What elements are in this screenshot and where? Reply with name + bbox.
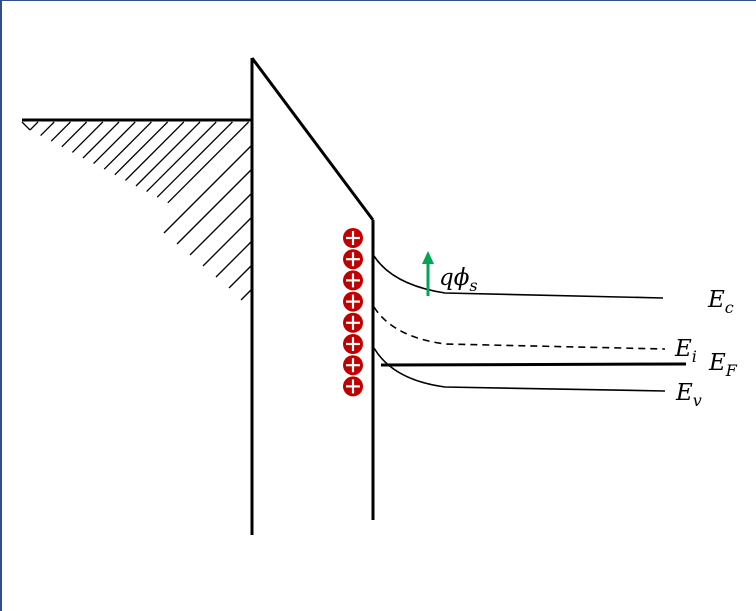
hatch-line: [163, 145, 252, 234]
hatch-line: [114, 121, 169, 176]
conduction-band-curve: [373, 255, 664, 299]
hatch-line: [202, 217, 252, 267]
surface-potential-arrow: [422, 251, 434, 296]
hatch-line: [135, 121, 201, 187]
positive-charge: [343, 249, 363, 270]
intrinsic-level-label: Ei: [674, 336, 697, 366]
fermi-level-line: [380, 362, 687, 367]
hatch-line: [228, 265, 252, 289]
oxide-conduction-band: [250, 57, 375, 221]
hatch-line: [167, 121, 250, 204]
hatch-line: [176, 169, 252, 245]
hatch-line: [82, 121, 120, 159]
hatch-line: [103, 121, 152, 170]
hatch-line: [93, 121, 136, 165]
hatch-line: [71, 121, 104, 153]
valence-band-label: Ev: [675, 380, 702, 410]
positive-charge: [343, 376, 363, 397]
positive-charge: [343, 334, 363, 354]
hatch-line: [240, 289, 252, 301]
hatch-line: [189, 193, 252, 256]
intrinsic-level-curve: [373, 306, 666, 350]
hatch-line: [146, 121, 217, 193]
hatch-line: [215, 241, 252, 278]
fermi-level-label: EF: [708, 350, 738, 380]
hatch-line: [40, 121, 55, 137]
hatch-line: [156, 121, 233, 198]
positive-charges: [343, 228, 363, 397]
positive-charge: [343, 291, 363, 312]
conduction-band-label: Ec: [707, 287, 734, 317]
metal-hatching: [21, 121, 31, 131]
surface-potential-label: qϕs: [439, 265, 478, 295]
hatch-line: [29, 121, 39, 131]
hatch-line: [61, 121, 88, 148]
positive-charge: [343, 270, 363, 291]
hatch-line: [50, 121, 71, 142]
metal-hatch-lines: [29, 121, 252, 301]
positive-charge: [343, 312, 363, 333]
positive-charge: [343, 355, 363, 376]
hatch-line: [124, 121, 185, 181]
positive-charge: [343, 228, 363, 248]
valence-band-curve: [373, 347, 666, 392]
